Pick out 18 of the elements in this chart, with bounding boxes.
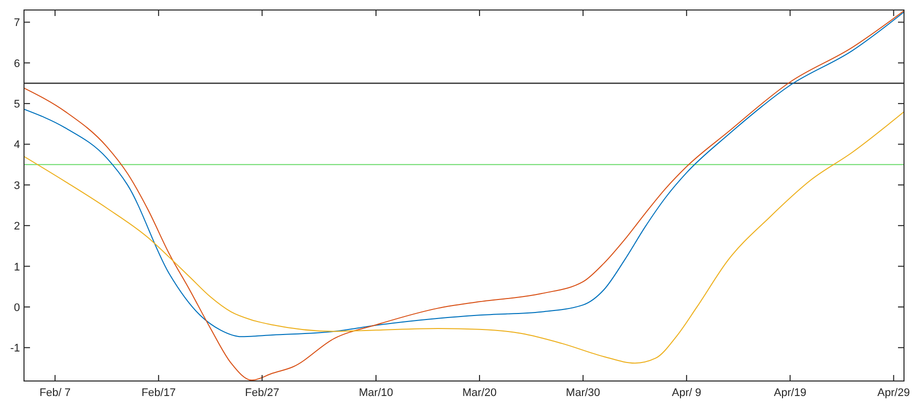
y-tick-label: 6	[14, 58, 20, 70]
x-tick-label: Apr/19	[774, 387, 806, 399]
y-tick-label: 2	[14, 220, 20, 233]
y-tick-label: 1	[14, 261, 20, 274]
y-tick-label: -1	[10, 342, 20, 355]
y-tick-label: 7	[14, 17, 20, 30]
y-tick-label: 0	[14, 302, 20, 314]
x-tick-label: Mar/30	[566, 387, 600, 399]
x-tick-label: Feb/27	[244, 387, 280, 399]
x-tick-label: Mar/10	[358, 387, 394, 399]
x-tick-label: Feb/17	[141, 387, 176, 399]
y-tick-label: 3	[14, 180, 20, 192]
x-tick-label: Mar/20	[462, 387, 497, 399]
x-tick-label: Apr/29	[877, 387, 910, 399]
y-tick-label: 4	[14, 139, 20, 152]
x-tick-label: Apr/ 9	[672, 387, 702, 399]
x-tick-label: Feb/ 7	[39, 387, 71, 399]
y-tick-label: 5	[14, 98, 20, 111]
